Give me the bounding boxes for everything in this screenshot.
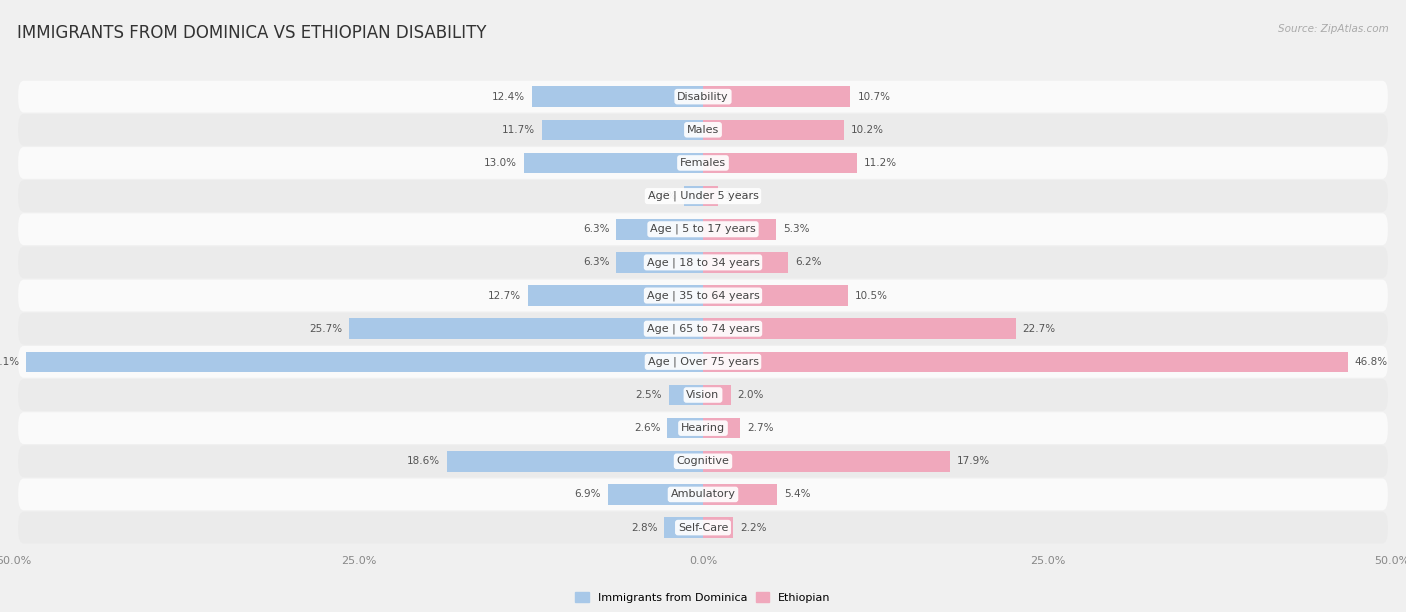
FancyBboxPatch shape — [18, 214, 1388, 245]
Text: 18.6%: 18.6% — [406, 457, 440, 466]
Text: 6.3%: 6.3% — [583, 224, 609, 234]
Bar — [703, 418, 740, 438]
Text: 13.0%: 13.0% — [484, 158, 517, 168]
Text: Females: Females — [681, 158, 725, 168]
Text: 17.9%: 17.9% — [956, 457, 990, 466]
Text: 2.6%: 2.6% — [634, 423, 661, 433]
FancyBboxPatch shape — [18, 313, 1388, 345]
Text: 2.2%: 2.2% — [740, 523, 766, 532]
Bar — [703, 385, 731, 405]
Bar — [447, 451, 703, 472]
Text: 10.2%: 10.2% — [851, 125, 883, 135]
Text: 10.7%: 10.7% — [858, 92, 890, 102]
Text: 5.3%: 5.3% — [783, 224, 810, 234]
Text: Age | 18 to 34 years: Age | 18 to 34 years — [647, 257, 759, 267]
Text: Hearing: Hearing — [681, 423, 725, 433]
Bar — [27, 351, 703, 372]
Bar — [349, 318, 703, 339]
Bar — [703, 351, 1348, 372]
Text: Males: Males — [688, 125, 718, 135]
Text: 5.4%: 5.4% — [785, 490, 811, 499]
Text: 10.5%: 10.5% — [855, 291, 887, 300]
Text: 12.4%: 12.4% — [492, 92, 526, 102]
Bar — [616, 252, 703, 273]
Bar — [665, 517, 703, 538]
Text: 22.7%: 22.7% — [1022, 324, 1056, 334]
Text: Age | Under 5 years: Age | Under 5 years — [648, 191, 758, 201]
Text: Age | 65 to 74 years: Age | 65 to 74 years — [647, 324, 759, 334]
Text: 6.3%: 6.3% — [583, 258, 609, 267]
Text: 49.1%: 49.1% — [0, 357, 20, 367]
Text: Vision: Vision — [686, 390, 720, 400]
Bar — [703, 119, 844, 140]
Text: Source: ZipAtlas.com: Source: ZipAtlas.com — [1278, 24, 1389, 34]
Text: IMMIGRANTS FROM DOMINICA VS ETHIOPIAN DISABILITY: IMMIGRANTS FROM DOMINICA VS ETHIOPIAN DI… — [17, 24, 486, 42]
Bar — [669, 385, 703, 405]
Text: 25.7%: 25.7% — [309, 324, 342, 334]
Text: 6.9%: 6.9% — [575, 490, 600, 499]
Text: 11.7%: 11.7% — [502, 125, 534, 135]
Text: 2.7%: 2.7% — [747, 423, 773, 433]
Text: Age | 35 to 64 years: Age | 35 to 64 years — [647, 290, 759, 300]
Text: 46.8%: 46.8% — [1355, 357, 1388, 367]
Text: Disability: Disability — [678, 92, 728, 102]
Bar — [703, 152, 858, 173]
Bar — [668, 418, 703, 438]
Text: 11.2%: 11.2% — [865, 158, 897, 168]
Text: Age | 5 to 17 years: Age | 5 to 17 years — [650, 224, 756, 234]
Legend: Immigrants from Dominica, Ethiopian: Immigrants from Dominica, Ethiopian — [571, 588, 835, 607]
Bar — [541, 119, 703, 140]
FancyBboxPatch shape — [18, 346, 1388, 378]
FancyBboxPatch shape — [18, 81, 1388, 113]
FancyBboxPatch shape — [18, 446, 1388, 477]
FancyBboxPatch shape — [18, 379, 1388, 411]
Text: 12.7%: 12.7% — [488, 291, 522, 300]
FancyBboxPatch shape — [18, 512, 1388, 543]
Bar — [703, 484, 778, 505]
Bar — [529, 285, 703, 306]
Text: 2.5%: 2.5% — [636, 390, 662, 400]
FancyBboxPatch shape — [18, 280, 1388, 312]
FancyBboxPatch shape — [18, 479, 1388, 510]
Bar — [616, 219, 703, 239]
Bar — [703, 517, 734, 538]
Bar — [703, 318, 1015, 339]
Bar — [703, 186, 718, 206]
FancyBboxPatch shape — [18, 247, 1388, 278]
FancyBboxPatch shape — [18, 180, 1388, 212]
Text: 2.0%: 2.0% — [738, 390, 763, 400]
Bar — [524, 152, 703, 173]
Bar — [703, 451, 949, 472]
FancyBboxPatch shape — [18, 147, 1388, 179]
Text: 1.1%: 1.1% — [725, 191, 752, 201]
Bar — [703, 219, 776, 239]
Text: Ambulatory: Ambulatory — [671, 490, 735, 499]
FancyBboxPatch shape — [18, 412, 1388, 444]
Text: 1.4%: 1.4% — [651, 191, 676, 201]
Bar — [703, 285, 848, 306]
Text: 2.8%: 2.8% — [631, 523, 658, 532]
Bar — [703, 86, 851, 107]
Text: Cognitive: Cognitive — [676, 457, 730, 466]
Text: Age | Over 75 years: Age | Over 75 years — [648, 357, 758, 367]
Text: 6.2%: 6.2% — [796, 258, 823, 267]
Text: Self-Care: Self-Care — [678, 523, 728, 532]
Bar — [683, 186, 703, 206]
Bar — [531, 86, 703, 107]
FancyBboxPatch shape — [18, 114, 1388, 146]
Bar — [607, 484, 703, 505]
Bar — [703, 252, 789, 273]
